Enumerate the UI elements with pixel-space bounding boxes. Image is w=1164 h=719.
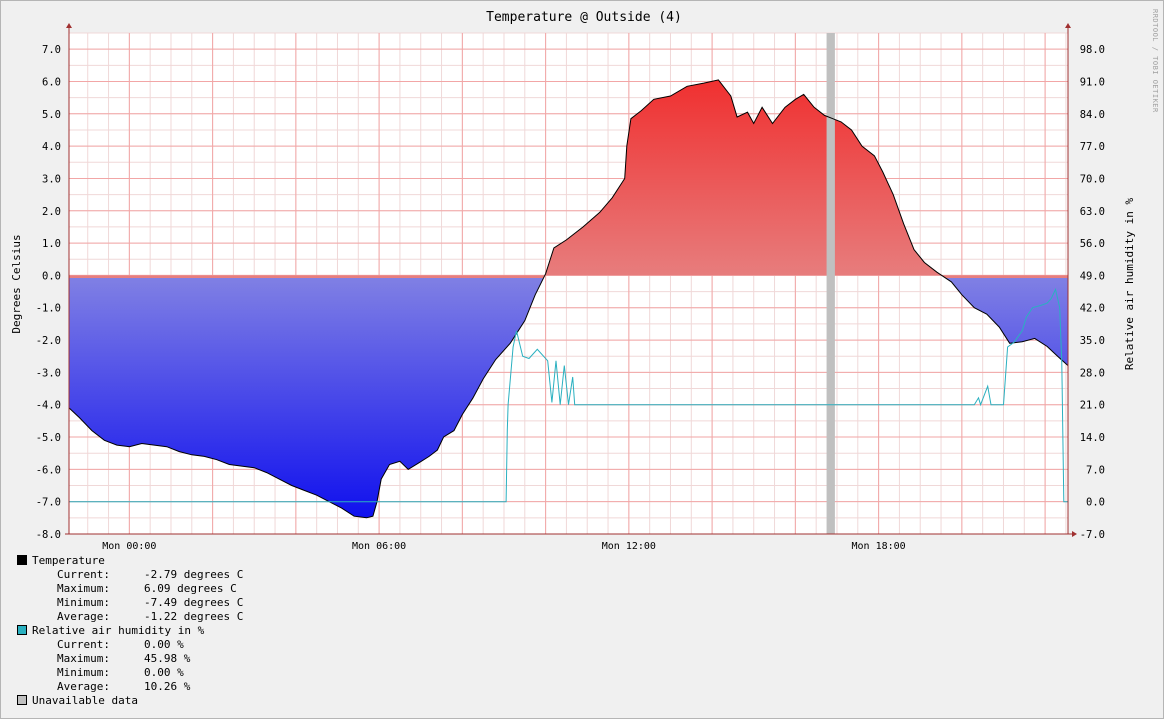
y2-tick-label: 49.0 — [1080, 270, 1105, 282]
stat-label: Current: — [57, 568, 110, 581]
legend-entry-unavailable: Unavailable data — [17, 694, 243, 708]
y-tick-label: 3.0 — [42, 173, 61, 185]
stat-value: -2.79 degrees C — [144, 568, 244, 581]
y2-tick-label: 35.0 — [1080, 335, 1105, 347]
watermark: RRDTOOL / TOBI OETIKER — [1151, 9, 1159, 113]
series-line-temperature — [68, 79, 1069, 519]
legend-swatch-unavailable — [17, 695, 27, 705]
stat-label: Minimum: — [57, 666, 110, 679]
legend-stat: Current: 0.00 % — [17, 638, 243, 652]
y2-tick-label: 63.0 — [1080, 206, 1105, 218]
x-tick-label: Mon 06:00 — [352, 541, 406, 551]
legend: Temperature Current: -2.79 degrees C Maxi… — [17, 554, 243, 708]
stat-value: 10.26 % — [144, 680, 191, 693]
stat-label: Maximum: — [57, 582, 110, 595]
stat-label: Minimum: — [57, 596, 110, 609]
stat-label: Current: — [57, 638, 110, 651]
y-tick-label: -7.0 — [36, 497, 61, 509]
temperature-area-negative — [69, 278, 1068, 518]
y-tick-label: -6.0 — [36, 464, 61, 476]
stat-label: Average: — [57, 680, 110, 693]
y-tick-label: 1.0 — [42, 238, 61, 250]
legend-stat: Minimum: 0.00 % — [17, 666, 243, 680]
stat-value: 6.09 degrees C — [144, 582, 237, 595]
y2-tick-label: 91.0 — [1080, 76, 1105, 88]
legend-swatch-humidity — [17, 625, 27, 635]
stat-label: Average: — [57, 610, 110, 623]
stat-value: -1.22 degrees C — [144, 610, 244, 623]
stat-value: 0.00 % — [144, 638, 184, 651]
y2-tick-label: -7.0 — [1080, 529, 1105, 541]
y2-tick-label: 56.0 — [1080, 238, 1105, 250]
y2-tick-label: 98.0 — [1080, 44, 1105, 56]
y2-tick-label: 0.0 — [1086, 497, 1105, 509]
y2-tick-label: 70.0 — [1080, 173, 1105, 185]
y-tick-label: 5.0 — [42, 109, 61, 121]
legend-stat: Current: -2.79 degrees C — [17, 568, 243, 582]
x-axis-arrow — [1072, 531, 1077, 537]
y2-axis-label: Relative air humidity in % — [1123, 198, 1136, 371]
legend-stat: Maximum: 6.09 degrees C — [17, 582, 243, 596]
y2-tick-label: 42.0 — [1080, 303, 1105, 315]
unavailable-data-band — [826, 33, 835, 534]
stat-value: 0.00 % — [144, 666, 184, 679]
y2-tick-label: 28.0 — [1080, 367, 1105, 379]
stat-label: Maximum: — [57, 652, 110, 665]
legend-stat: Minimum: -7.49 degrees C — [17, 596, 243, 610]
series-lines — [68, 79, 1069, 519]
y-tick-label: -2.0 — [36, 335, 61, 347]
legend-entry-humidity: Relative air humidity in % — [17, 624, 243, 638]
y2-tick-label: 7.0 — [1086, 464, 1105, 476]
y-tick-label: -1.0 — [36, 303, 61, 315]
axes: 7.0 6.0 5.0 4.0 3.0 2.0 1.0 0.0 -1.0 -2.0 -3.0 -4.0… — [36, 23, 1105, 551]
y-tick-label: 0.0 — [42, 270, 61, 282]
y-tick-label: 4.0 — [42, 141, 61, 153]
y2-tick-label: 21.0 — [1080, 400, 1105, 412]
y2-axis-arrow — [1065, 23, 1071, 28]
stat-value: 45.98 % — [144, 652, 191, 665]
y2-tick-label: 77.0 — [1080, 141, 1105, 153]
legend-stat: Average: -1.22 degrees C — [17, 610, 243, 624]
legend-label: Unavailable data — [32, 694, 138, 707]
legend-stat: Average: 10.26 % — [17, 680, 243, 694]
y-axis-arrow — [66, 23, 72, 28]
legend-label: Relative air humidity in % — [32, 624, 205, 637]
x-tick-label: Mon 18:00 — [852, 541, 906, 551]
chart-title: Temperature @ Outside (4) — [486, 10, 682, 25]
series-line-humidity — [69, 287, 1068, 503]
legend-stat: Maximum: 45.98 % — [17, 652, 243, 666]
stat-value: -7.49 degrees C — [144, 596, 244, 609]
temperature-area — [69, 79, 1068, 518]
temperature-area-positive — [69, 79, 1068, 278]
x-tick-label: Mon 12:00 — [602, 541, 656, 551]
temperature-chart: 7.0 6.0 5.0 4.0 3.0 2.0 1.0 0.0 -1.0 -2.0 -3.0 -4.0… — [10, 10, 1136, 551]
y-tick-label: 6.0 — [42, 76, 61, 88]
legend-swatch-temperature — [17, 555, 27, 565]
y-tick-label: 2.0 — [42, 206, 61, 218]
y-tick-label: -3.0 — [36, 367, 61, 379]
y2-tick-label: 14.0 — [1080, 432, 1105, 444]
y-tick-label: -8.0 — [36, 529, 61, 541]
y-tick-label: 7.0 — [42, 44, 61, 56]
y-tick-label: -5.0 — [36, 432, 61, 444]
legend-label: Temperature — [32, 554, 105, 567]
unavailable-band — [826, 33, 835, 534]
y-tick-label: -4.0 — [36, 400, 61, 412]
x-tick-label: Mon 00:00 — [102, 541, 156, 551]
legend-entry-temperature: Temperature — [17, 554, 243, 568]
y2-tick-label: 84.0 — [1080, 109, 1105, 121]
y-axis-label: Degrees Celsius — [10, 234, 23, 333]
